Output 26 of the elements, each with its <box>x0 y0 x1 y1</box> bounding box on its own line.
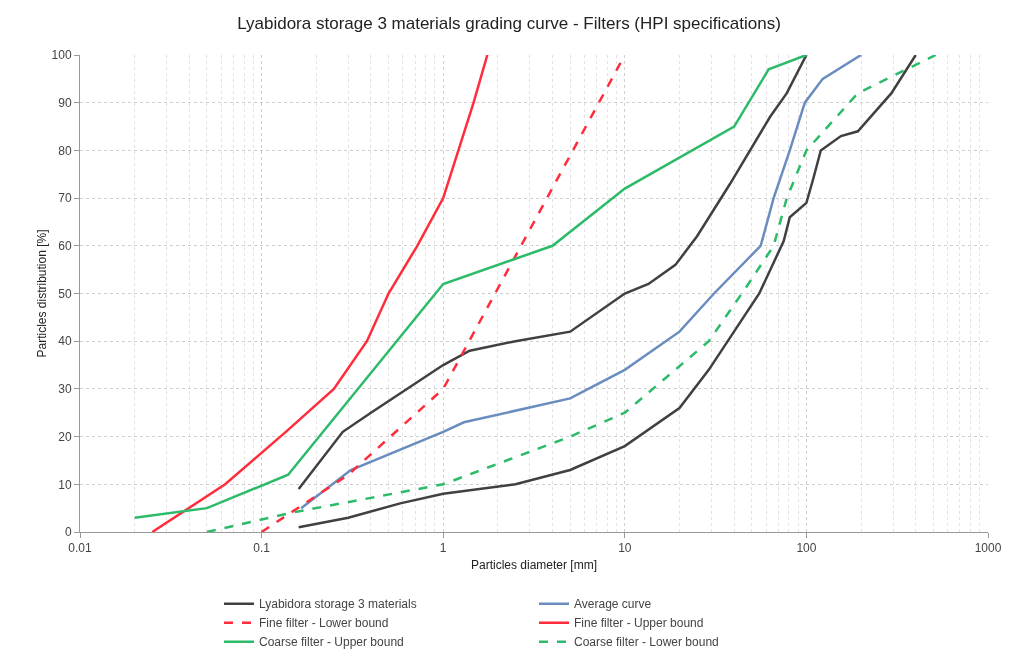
y-axis-title: Particles distribution [%] <box>35 229 49 358</box>
x-tick-label: 10 <box>618 541 632 556</box>
y-tick-label: 60 <box>58 239 72 253</box>
legend-label: Fine filter - Lower bound <box>259 616 389 631</box>
x-tick-label: 0.1 <box>253 541 271 556</box>
y-tick-label: 90 <box>58 95 72 110</box>
chart-title: Lyabidora storage 3 materials grading curve - Filters (HPI specifications) <box>237 13 781 33</box>
x-tick-label: 100 <box>796 541 817 556</box>
y-tick-label: 0 <box>64 525 72 540</box>
x-axis-title: Particles diameter [mm] <box>470 558 598 573</box>
legend-label: Coarse filter - Lower bound <box>574 635 719 650</box>
legend-label: Coarse filter - Upper bound <box>259 635 404 650</box>
legend-label: Fine filter - Upper bound <box>574 616 704 631</box>
y-tick-label: 70 <box>58 191 72 206</box>
x-tick-label: 0.01 <box>68 541 92 556</box>
y-tick-label: 30 <box>58 382 72 397</box>
y-tick-label: 10 <box>58 477 72 492</box>
x-tick-label: 1 <box>439 541 447 556</box>
legend-label: Average curve <box>574 597 652 612</box>
legend-label: Lyabidora storage 3 materials <box>259 597 417 612</box>
y-tick-label: 50 <box>58 286 72 301</box>
y-tick-label: 100 <box>51 48 72 63</box>
y-tick-label: 20 <box>58 429 72 444</box>
y-tick-label: 80 <box>58 143 72 158</box>
x-tick-label: 1000 <box>974 541 1002 556</box>
y-tick-label: 40 <box>58 334 72 349</box>
